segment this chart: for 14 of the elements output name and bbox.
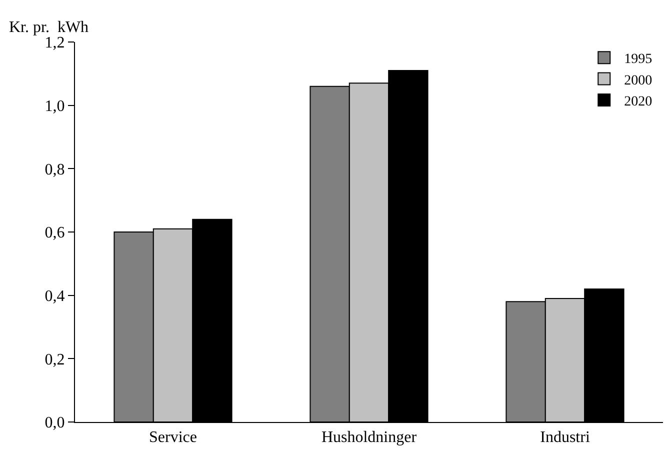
x-tick-label: Service xyxy=(149,429,197,446)
y-tick-label: 0,2 xyxy=(44,351,65,368)
legend-label: 1995 xyxy=(624,52,652,68)
y-axis-title: Kr. pr. kWh xyxy=(9,19,89,36)
y-tick-label: 1,2 xyxy=(44,34,65,52)
y-tick-label: 0,0 xyxy=(44,414,65,432)
y-tick-label: 0,8 xyxy=(44,161,65,178)
legend-label: 2020 xyxy=(624,94,652,110)
y-tick-label: 0,4 xyxy=(44,288,65,305)
y-tick-label: 0,6 xyxy=(44,224,65,242)
y-tick-label: 1,0 xyxy=(44,98,65,115)
x-tick-label: Husholdninger xyxy=(321,429,418,446)
x-tick-label: Industri xyxy=(540,429,590,446)
legend-label: 2000 xyxy=(624,73,652,88)
